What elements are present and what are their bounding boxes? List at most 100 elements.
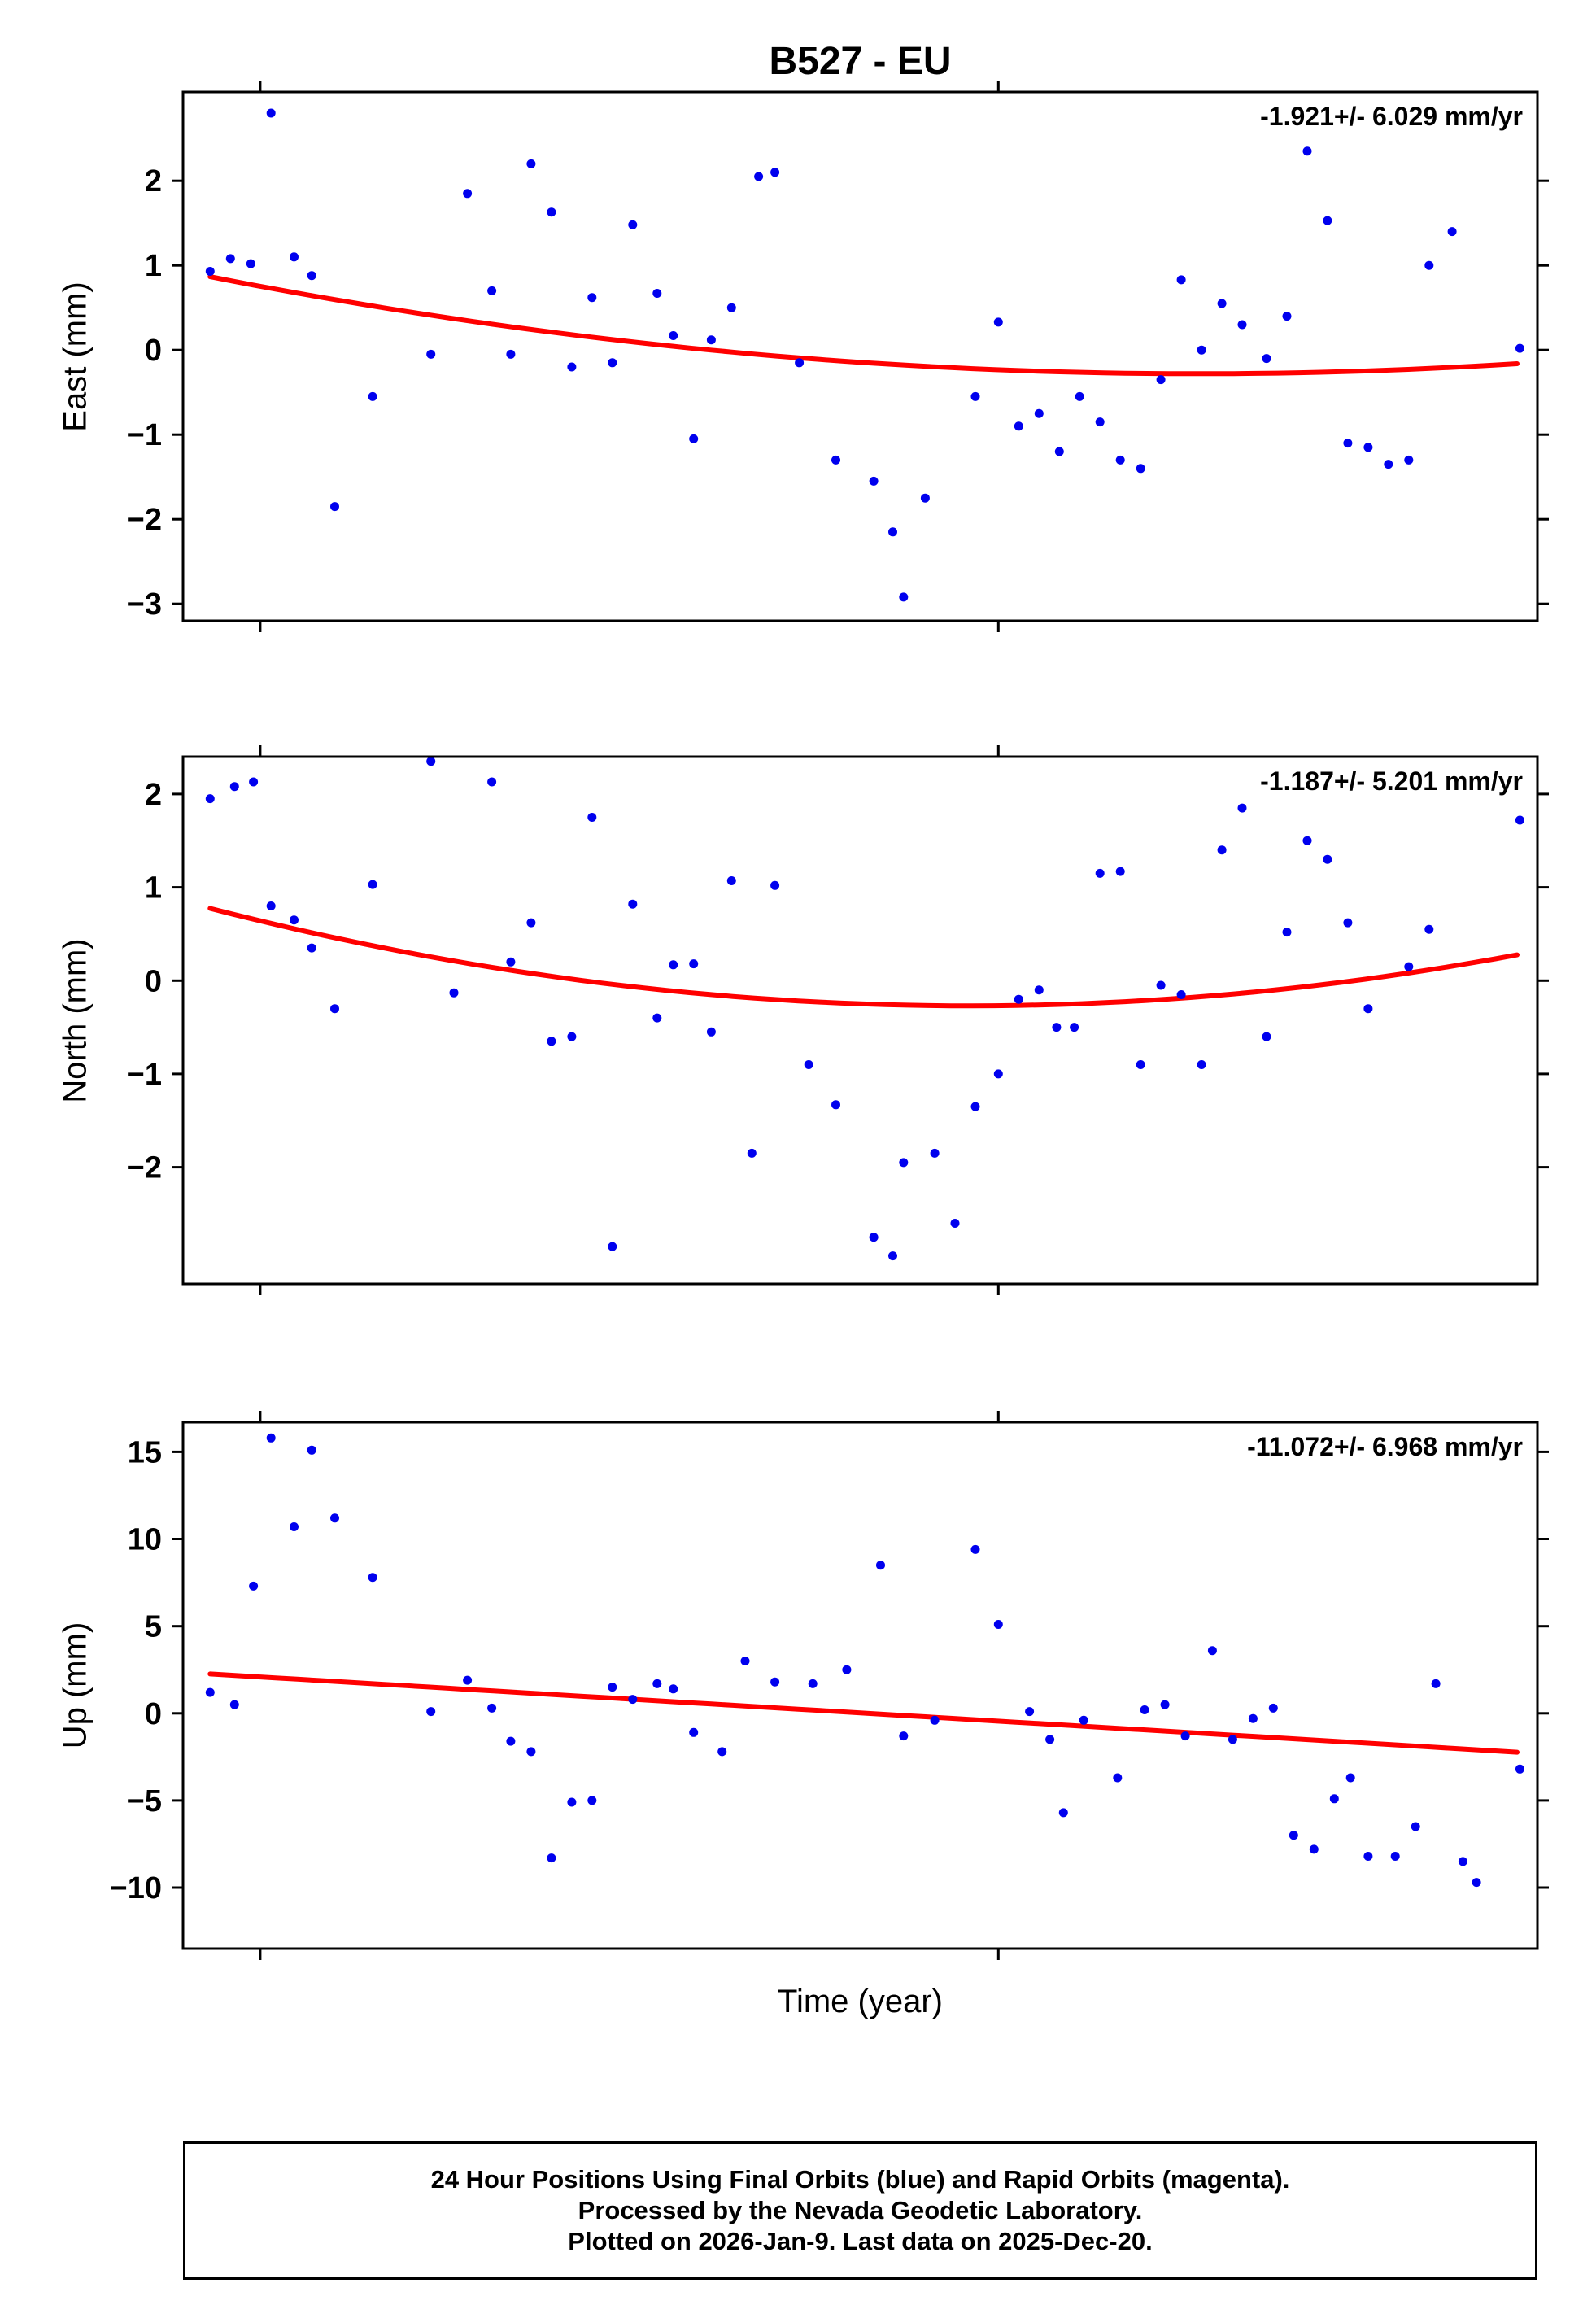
data-point — [1115, 867, 1125, 876]
data-point — [567, 1032, 577, 1041]
data-point — [1343, 439, 1353, 448]
data-point — [290, 1522, 299, 1531]
data-point — [1025, 1707, 1035, 1717]
data-point — [1302, 146, 1312, 156]
data-point — [970, 1544, 980, 1554]
data-point — [487, 777, 497, 787]
data-point — [229, 1700, 239, 1709]
data-point — [899, 1158, 909, 1168]
data-point — [1411, 1822, 1420, 1831]
y-tick-label: −1 — [127, 418, 162, 452]
data-point — [899, 1731, 909, 1741]
data-point — [747, 1148, 757, 1158]
data-point — [1115, 455, 1125, 465]
y-tick-label: −2 — [127, 503, 162, 537]
data-point — [1302, 836, 1312, 845]
data-point — [1014, 421, 1023, 431]
data-point — [249, 1581, 259, 1591]
data-point — [1404, 455, 1414, 465]
data-point — [526, 918, 536, 928]
y-tick-label: −5 — [127, 1784, 162, 1818]
data-point — [330, 1004, 339, 1014]
data-point — [426, 349, 436, 359]
up-axis-title: Up (mm) — [57, 1622, 94, 1749]
plot-frame — [181, 755, 1539, 1286]
data-point — [1515, 1764, 1524, 1774]
data-point — [1363, 1852, 1373, 1861]
data-point — [1180, 1731, 1190, 1741]
data-point — [608, 358, 617, 368]
y-tick-label: 2 — [145, 164, 162, 199]
data-point — [1217, 299, 1227, 308]
data-point — [1079, 1715, 1088, 1725]
up-rate-label: -11.072+/- 6.968 mm/yr — [1247, 1432, 1523, 1461]
data-point — [888, 527, 897, 537]
data-point — [930, 1715, 940, 1725]
data-point — [1113, 1773, 1123, 1783]
data-point — [899, 592, 909, 602]
north-rate-label: -1.187+/- 5.201 mm/yr — [1260, 766, 1523, 796]
data-point — [628, 220, 638, 229]
data-point — [1217, 845, 1227, 855]
data-point — [1404, 962, 1414, 971]
data-point — [330, 1513, 339, 1523]
data-point — [652, 1013, 662, 1023]
data-point — [1070, 1023, 1079, 1032]
y-tick-label: 1 — [145, 249, 162, 283]
data-point — [307, 943, 316, 953]
data-point — [726, 303, 736, 312]
data-point — [1160, 1700, 1170, 1709]
data-point — [689, 959, 699, 969]
data-point — [930, 1148, 940, 1158]
data-point — [1472, 1878, 1481, 1888]
data-point — [1309, 1844, 1319, 1854]
data-point — [266, 1433, 276, 1443]
data-point — [506, 349, 516, 359]
data-point — [1282, 928, 1292, 937]
data-point — [547, 1853, 556, 1863]
data-point — [1207, 1646, 1217, 1656]
data-point — [1058, 1808, 1068, 1818]
x-axis-title: Time (year) — [778, 1984, 943, 2019]
data-point — [1228, 1735, 1237, 1744]
trend-line — [207, 274, 1520, 377]
data-point — [608, 1683, 617, 1692]
data-point — [1363, 443, 1373, 452]
data-point — [950, 1219, 960, 1228]
data-point — [1345, 1773, 1355, 1783]
data-point — [706, 1027, 716, 1037]
north-axis-title-wrap: North (mm) — [47, 757, 104, 1284]
y-tick-label: 0 — [145, 964, 162, 998]
data-point — [970, 391, 980, 401]
data-point — [1176, 990, 1186, 999]
data-point — [266, 901, 276, 910]
y-tick-label: 2 — [145, 778, 162, 812]
data-point — [368, 1573, 377, 1583]
up-plot: −10 −5 0 5 10 15 — [110, 1411, 1549, 1960]
data-point — [246, 259, 255, 268]
data-point — [487, 1703, 497, 1713]
data-point — [567, 1797, 577, 1807]
data-point — [652, 289, 662, 298]
y-tick-label: −3 — [127, 587, 162, 622]
up-axis-title-wrap: Up (mm) — [47, 1422, 104, 1949]
north-panel: −2 −1 0 1 2 -1.187+/- 5.201 mm/yr — [127, 745, 1549, 1295]
data-point — [808, 1679, 818, 1688]
data-point — [1424, 924, 1434, 934]
data-point — [1431, 1679, 1441, 1688]
data-point — [1197, 345, 1206, 355]
data-point — [1197, 1060, 1206, 1069]
data-point — [587, 1796, 597, 1805]
data-point — [1140, 1705, 1149, 1714]
data-point — [1329, 1794, 1339, 1804]
data-point — [290, 915, 299, 925]
trend-line — [207, 906, 1520, 1009]
data-point — [290, 252, 299, 262]
up-panel: −10 −5 0 5 10 15 -11.072+/- 6.968 mm/yr — [110, 1411, 1549, 1960]
data-point — [449, 988, 459, 998]
data-point — [526, 159, 536, 168]
data-point — [330, 502, 339, 512]
data-point — [1343, 918, 1353, 928]
data-point — [506, 957, 516, 967]
